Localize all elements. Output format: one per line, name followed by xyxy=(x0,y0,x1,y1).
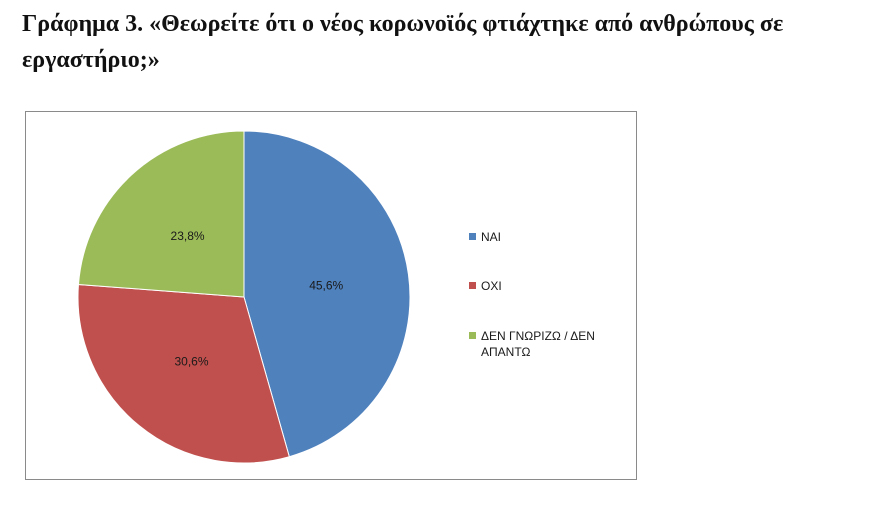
chart-frame: 45,6% 30,6% 23,8% ΝΑΙ ΟΧΙ ΔΕΝ ΓΝΩΡΙΖΩ / ΔΕΝ Α… xyxy=(25,111,637,480)
legend-label-1: ΝΑΙ xyxy=(481,230,501,244)
legend-label-3: ΔΕΝ ΓΝΩΡΙΖΩ / ΔΕΝ ΑΠΑΝΤΩ xyxy=(481,329,595,359)
legend-swatch-2 xyxy=(469,282,476,289)
data-label-2: 30,6% xyxy=(174,354,208,368)
pie-slice-3 xyxy=(77,130,245,298)
pie-slices xyxy=(77,130,411,464)
pie-slice-2 xyxy=(77,283,290,464)
legend-label-2: ΟΧΙ xyxy=(481,279,502,293)
legend-swatch-1 xyxy=(469,233,476,240)
pie-chart: 45,6% 30,6% 23,8% ΝΑΙ ΟΧΙ ΔΕΝ ΓΝΩΡΙΖΩ / ΔΕΝ Α… xyxy=(77,130,595,464)
legend: ΝΑΙ ΟΧΙ ΔΕΝ ΓΝΩΡΙΖΩ / ΔΕΝ ΑΠΑΝΤΩ xyxy=(469,230,595,359)
legend-swatch-3 xyxy=(469,332,476,339)
pie-data-labels: 45,6% 30,6% 23,8% xyxy=(171,229,344,368)
data-label-3: 23,8% xyxy=(171,229,205,243)
data-label-1: 45,6% xyxy=(309,279,343,293)
page-title: Γράφημα 3. «Θεωρείτε ότι ο νέος κορωνοϊό… xyxy=(22,11,784,73)
pie-slice-1 xyxy=(243,130,411,458)
